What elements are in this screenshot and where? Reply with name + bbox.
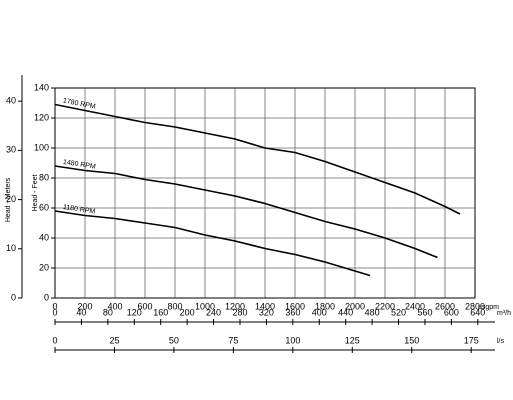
series-line (54, 103, 461, 215)
x-tick-label: 1800 (315, 301, 335, 311)
secondary-x-tick-label: 400 (312, 307, 327, 317)
x-tick-label: 2400 (405, 301, 425, 311)
x-axis-label: usgpm (478, 304, 499, 311)
y2-axis-label: Head - Meters (5, 177, 12, 222)
x-tick-label: 800 (167, 301, 182, 311)
secondary-x-tick-label: 440 (338, 307, 353, 317)
secondary-x-tick-label: 520 (391, 307, 406, 317)
x-tick-label: 2000 (345, 301, 365, 311)
y2-tick-label: 10 (6, 243, 16, 253)
secondary-x-tick-label: 240 (206, 307, 221, 317)
y-tick-label: 80 (39, 172, 49, 182)
y-axis-label: Head - Feet (32, 174, 39, 211)
series-line (54, 165, 438, 259)
x-tick-label: 0 (52, 301, 57, 311)
secondary-x-tick-label: 360 (285, 307, 300, 317)
y2-tick-label: 40 (6, 96, 16, 106)
x-tick-label: 2600 (435, 301, 455, 311)
y2-tick-label: 0 (11, 292, 16, 302)
x-tick-label: 1000 (195, 301, 215, 311)
secondary-x-tick-label: 0 (52, 307, 57, 317)
y2-tick-label: 20 (6, 194, 16, 204)
y-tick-label: 140 (34, 82, 49, 92)
secondary-x-tick-label: 75 (228, 335, 238, 345)
y-tick-label: 60 (39, 202, 49, 212)
x-tick-label: 2800 (465, 301, 485, 311)
secondary-x-axis-label: m³/h (497, 310, 511, 317)
secondary-x-tick-label: 600 (444, 307, 459, 317)
secondary-x-tick-label: 50 (169, 335, 179, 345)
y-tick-label: 0 (44, 292, 49, 302)
secondary-x-tick-label: 80 (103, 307, 113, 317)
x-tick-label: 1200 (225, 301, 245, 311)
secondary-x-tick-label: 25 (109, 335, 119, 345)
secondary-x-tick-label: 560 (417, 307, 432, 317)
secondary-x-tick-label: 280 (232, 307, 247, 317)
secondary-x-axis-label: l/s (497, 338, 505, 345)
series-label: 1480 RPM (62, 159, 96, 171)
secondary-x-tick-label: 175 (464, 335, 479, 345)
secondary-x-tick-label: 640 (470, 307, 485, 317)
y-tick-label: 40 (39, 232, 49, 242)
secondary-x-tick-label: 150 (404, 335, 419, 345)
secondary-x-tick-label: 0 (52, 335, 57, 345)
series-line (54, 210, 371, 277)
x-tick-label: 400 (107, 301, 122, 311)
secondary-x-tick-label: 160 (153, 307, 168, 317)
secondary-x-tick-label: 200 (180, 307, 195, 317)
secondary-x-tick-label: 320 (259, 307, 274, 317)
y2-tick-label: 30 (6, 145, 16, 155)
secondary-x-tick-label: 100 (285, 335, 300, 345)
x-tick-label: 1600 (285, 301, 305, 311)
x-tick-label: 200 (77, 301, 92, 311)
y-tick-label: 20 (39, 262, 49, 272)
secondary-x-tick-label: 40 (76, 307, 86, 317)
plot-frame (54, 87, 476, 299)
x-tick-label: 1400 (255, 301, 275, 311)
secondary-x-tick-label: 480 (365, 307, 380, 317)
x-tick-label: 600 (137, 301, 152, 311)
y-tick-label: 120 (34, 112, 49, 122)
x-tick-label: 2200 (375, 301, 395, 311)
secondary-x-tick-label: 125 (345, 335, 360, 345)
secondary-x-tick-label: 120 (127, 307, 142, 317)
series-label: 1180 RPM (62, 204, 95, 216)
y-tick-label: 100 (34, 142, 49, 152)
